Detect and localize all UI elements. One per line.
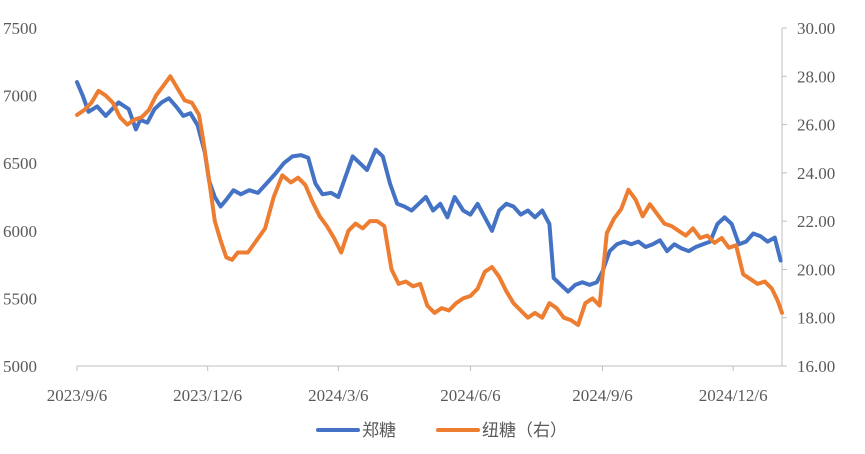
x-tick-label: 2024/9/6 xyxy=(572,386,632,405)
y-left-tick-label: 5500 xyxy=(3,289,37,308)
y-left-tick-label: 6500 xyxy=(3,154,37,173)
plot-area xyxy=(75,74,784,327)
y-right-tick-label: 24.00 xyxy=(797,164,835,183)
y-right-tick-label: 30.00 xyxy=(797,19,835,38)
legend-label-1: 郑糖 xyxy=(362,421,396,441)
x-axis: 2023/9/6 2023/12/6 2024/3/6 2024/6/6 2024/9/… xyxy=(47,366,768,405)
y-right-tick-label: 18.00 xyxy=(797,309,835,328)
series-line-1 xyxy=(75,80,783,294)
x-tick-label: 2023/12/6 xyxy=(173,386,242,405)
y-left-tick-label: 7500 xyxy=(3,19,37,38)
y-right-tick-label: 22.00 xyxy=(797,212,835,231)
y-right-tick-label: 26.00 xyxy=(797,116,835,135)
y-right-tick-label: 28.00 xyxy=(797,67,835,86)
x-tick-label: 2024/12/6 xyxy=(699,386,768,405)
y-right-tick-label: 16.00 xyxy=(797,357,835,376)
y-axis-left: 7500 7000 6500 6000 5500 5000 xyxy=(3,19,37,376)
x-tick-label: 2024/3/6 xyxy=(308,386,368,405)
series-line-2 xyxy=(75,74,784,327)
x-tick-label: 2023/9/6 xyxy=(47,386,107,405)
legend-label-2: 纽糖（右） xyxy=(482,421,567,441)
y-right-tick-label: 20.00 xyxy=(797,260,835,279)
x-tick-label: 2024/6/6 xyxy=(440,386,500,405)
y-left-tick-label: 5000 xyxy=(3,357,37,376)
y-axis-right: 30.00 28.00 26.00 24.00 22.00 20.00 18.00 16.00 xyxy=(782,19,835,376)
y-left-tick-label: 7000 xyxy=(3,87,37,106)
y-left-tick-label: 6000 xyxy=(3,222,37,241)
legend: 郑糖 纽糖（右） xyxy=(316,421,567,441)
